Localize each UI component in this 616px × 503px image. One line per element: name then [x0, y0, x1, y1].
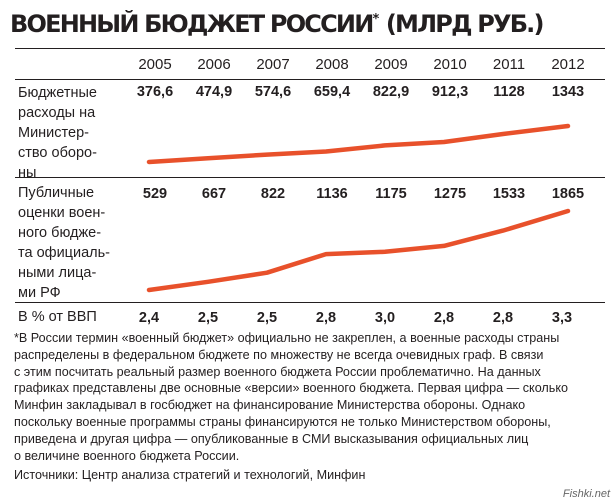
data-label: 474,9 — [195, 84, 233, 100]
data-label: 2,8 — [492, 310, 514, 326]
footnote-line: с этим посчитать реальный размер военног… — [14, 364, 541, 379]
footnote-line: поскольку военные программы страны финан… — [14, 414, 551, 429]
row-label-line: ми РФ — [18, 285, 61, 301]
year-label: 2006 — [197, 56, 231, 73]
data-label: 1128 — [493, 84, 525, 100]
data-label: 2,8 — [433, 310, 455, 326]
data-label: 529 — [142, 186, 168, 202]
data-label: 3,3 — [551, 310, 573, 326]
data-label: 1343 — [551, 84, 585, 100]
data-label: 574,6 — [254, 84, 292, 100]
row-label-line: ны — [18, 165, 37, 181]
data-label: 822,9 — [372, 84, 410, 100]
year-label: 2012 — [551, 56, 585, 73]
data-label: 1865 — [551, 186, 585, 202]
watermark: Fishki.net — [562, 488, 610, 500]
row-label-public-estimates: Публичные оценки воен- ного бюдже- та оф… — [18, 183, 133, 303]
data-label: 2,5 — [256, 310, 278, 326]
row-label-line: Министер- — [18, 125, 89, 141]
series-line-public-estimates — [146, 208, 571, 293]
row-label-line: оценки воен- — [18, 205, 106, 221]
data-label: 3,0 — [374, 310, 396, 326]
row-label-line: ного бюдже- — [18, 225, 102, 241]
row-label-line: ными лица- — [18, 265, 97, 281]
footnote-line: приведена и другая цифра — опубликованны… — [14, 431, 529, 446]
data-label: 912,3 — [431, 84, 469, 100]
data-label: 1175 — [375, 186, 407, 202]
year-label: 2011 — [492, 56, 526, 73]
footnote-line: о величине военного бюджета России. — [14, 448, 240, 463]
year-label: 2007 — [256, 56, 290, 73]
title-text: ВОЕННЫЙ БЮДЖЕТ РОССИИ — [10, 10, 374, 38]
row-label-budget: Бюджетные расходы на Министер- ство обор… — [18, 83, 133, 183]
top-rule — [15, 48, 605, 49]
title-unit: (МЛРД РУБ.) — [385, 10, 545, 38]
year-label: 2010 — [433, 56, 467, 73]
row-divider-1 — [15, 177, 605, 178]
row-label-line: В % от ВВП — [18, 309, 97, 325]
data-label: 2,4 — [138, 310, 160, 326]
footnote-line: *В России термин «военный бюджет» официа… — [14, 331, 560, 345]
series-line-budget — [146, 123, 571, 165]
footnote-line: распределены в федеральном бюджете по мн… — [14, 347, 544, 362]
row-label-line: Бюджетные — [18, 85, 97, 101]
data-label: 1275 — [433, 186, 467, 202]
data-label: 1533 — [492, 186, 526, 202]
chart-title: ВОЕННЫЙ БЮДЖЕТ РОССИИ* (МЛРД РУБ.) — [10, 10, 610, 44]
row-label-line: расходы на — [18, 105, 96, 121]
data-label: 2,5 — [197, 310, 219, 326]
title-footnote-mark: * — [372, 12, 380, 27]
data-label: 1136 — [316, 186, 348, 202]
footnote-line: Минфин закладывал в госбюджет на финанси… — [14, 398, 526, 413]
row-label-line: ство оборо- — [18, 145, 97, 161]
footnote: *В России термин «военный бюджет» официа… — [14, 330, 609, 464]
row-label-line: та официаль- — [18, 245, 110, 261]
source-text: Источники: Центр анализа стратегий и тех… — [14, 468, 366, 482]
year-label: 2009 — [374, 56, 408, 73]
data-label: 659,4 — [313, 84, 351, 100]
data-label: 2,8 — [315, 310, 337, 326]
data-label: 667 — [201, 186, 227, 202]
row-divider-2 — [15, 302, 605, 303]
row-label-gdp-share: В % от ВВП — [18, 307, 133, 327]
header-rule — [15, 79, 605, 80]
data-label: 822 — [260, 186, 286, 202]
footnote-line: графиках представлены две основные «верс… — [14, 381, 569, 396]
data-label: 376,6 — [136, 84, 174, 100]
year-label: 2005 — [138, 56, 172, 73]
row-label-line: Публичные — [18, 185, 95, 201]
year-label: 2008 — [315, 56, 349, 73]
